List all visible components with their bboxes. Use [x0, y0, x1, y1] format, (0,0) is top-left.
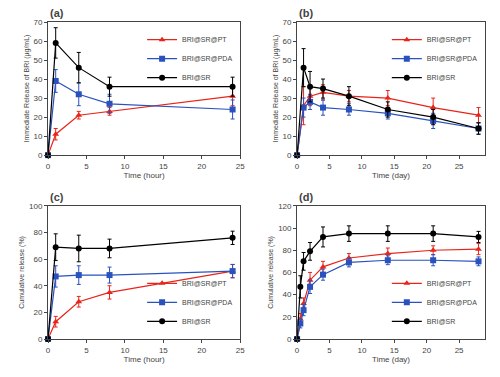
svg-text:0: 0: [295, 162, 300, 171]
svg-text:BRI@SR: BRI@SR: [182, 318, 211, 325]
svg-text:BRI@SR@PT: BRI@SR@PT: [182, 280, 227, 287]
svg-text:15: 15: [390, 346, 399, 355]
svg-text:100: 100: [278, 224, 292, 233]
svg-text:30: 30: [283, 94, 292, 103]
svg-text:BRI@SR@PDA: BRI@SR@PDA: [427, 55, 477, 62]
svg-text:40: 40: [283, 75, 292, 84]
svg-text:25: 25: [455, 162, 464, 171]
svg-text:20: 20: [422, 346, 431, 355]
svg-text:Time (day): Time (day): [372, 355, 410, 364]
svg-text:15: 15: [390, 162, 399, 171]
svg-text:60: 60: [33, 37, 42, 46]
svg-text:40: 40: [33, 75, 42, 84]
svg-text:20: 20: [283, 113, 292, 122]
svg-text:BRI@SR: BRI@SR: [182, 74, 211, 81]
svg-text:20: 20: [197, 346, 206, 355]
svg-text:50: 50: [283, 56, 292, 65]
svg-text:5: 5: [84, 346, 89, 355]
svg-text:10: 10: [357, 162, 366, 171]
svg-text:70: 70: [283, 18, 292, 27]
svg-text:40: 40: [283, 290, 292, 299]
svg-text:25: 25: [455, 346, 464, 355]
svg-text:50: 50: [33, 56, 42, 65]
svg-text:(d): (d): [299, 191, 313, 203]
svg-text:0: 0: [287, 151, 292, 160]
svg-text:Time (day): Time (day): [372, 171, 410, 180]
svg-text:(a): (a): [50, 7, 64, 19]
svg-text:60: 60: [33, 255, 42, 264]
svg-text:0: 0: [46, 162, 51, 171]
svg-text:0: 0: [38, 151, 43, 160]
svg-text:70: 70: [33, 18, 42, 27]
svg-text:0: 0: [38, 335, 43, 344]
svg-text:Time (hour): Time (hour): [124, 355, 165, 364]
svg-text:BRI@SR@PT: BRI@SR@PT: [427, 36, 472, 43]
svg-text:25: 25: [236, 162, 245, 171]
svg-text:15: 15: [159, 162, 168, 171]
svg-text:5: 5: [327, 162, 332, 171]
svg-text:BRI@SR: BRI@SR: [427, 74, 456, 81]
svg-text:BRI@SR@PDA: BRI@SR@PDA: [427, 299, 477, 306]
svg-text:10: 10: [283, 132, 292, 141]
svg-text:80: 80: [283, 246, 292, 255]
svg-text:100: 100: [29, 202, 43, 211]
svg-text:20: 20: [33, 113, 42, 122]
svg-text:15: 15: [159, 346, 168, 355]
svg-text:(c): (c): [50, 191, 64, 203]
svg-text:0: 0: [46, 346, 51, 355]
svg-text:(b): (b): [299, 7, 313, 19]
svg-text:5: 5: [84, 162, 89, 171]
svg-text:60: 60: [283, 37, 292, 46]
svg-text:20: 20: [33, 308, 42, 317]
svg-text:20: 20: [422, 162, 431, 171]
svg-text:0: 0: [287, 335, 292, 344]
svg-text:BRI@SR@PDA: BRI@SR@PDA: [182, 55, 232, 62]
svg-text:80: 80: [33, 228, 42, 237]
svg-text:60: 60: [283, 268, 292, 277]
svg-text:Time (hour): Time (hour): [124, 171, 165, 180]
svg-text:10: 10: [120, 162, 129, 171]
svg-text:Cumulative release (%): Cumulative release (%): [267, 236, 275, 309]
svg-text:5: 5: [327, 346, 332, 355]
svg-text:30: 30: [33, 94, 42, 103]
svg-text:Immediate Release of BRI (μg/m: Immediate Release of BRI (μg/mL): [272, 35, 280, 143]
svg-text:Cumulative release (%): Cumulative release (%): [18, 236, 26, 309]
svg-text:Immediate Release of BRI (μg/m: Immediate Release of BRI (μg/mL): [23, 35, 31, 143]
svg-text:BRI@SR: BRI@SR: [427, 318, 456, 325]
svg-text:0: 0: [295, 346, 300, 355]
svg-text:10: 10: [120, 346, 129, 355]
svg-text:20: 20: [283, 313, 292, 322]
svg-text:20: 20: [197, 162, 206, 171]
svg-text:10: 10: [357, 346, 366, 355]
svg-text:25: 25: [236, 346, 245, 355]
svg-text:10: 10: [33, 132, 42, 141]
svg-text:BRI@SR@PT: BRI@SR@PT: [182, 36, 227, 43]
svg-text:BRI@SR@PT: BRI@SR@PT: [427, 280, 472, 287]
svg-text:120: 120: [278, 202, 292, 211]
svg-text:BRI@SR@PDA: BRI@SR@PDA: [182, 299, 232, 306]
svg-text:40: 40: [33, 282, 42, 291]
